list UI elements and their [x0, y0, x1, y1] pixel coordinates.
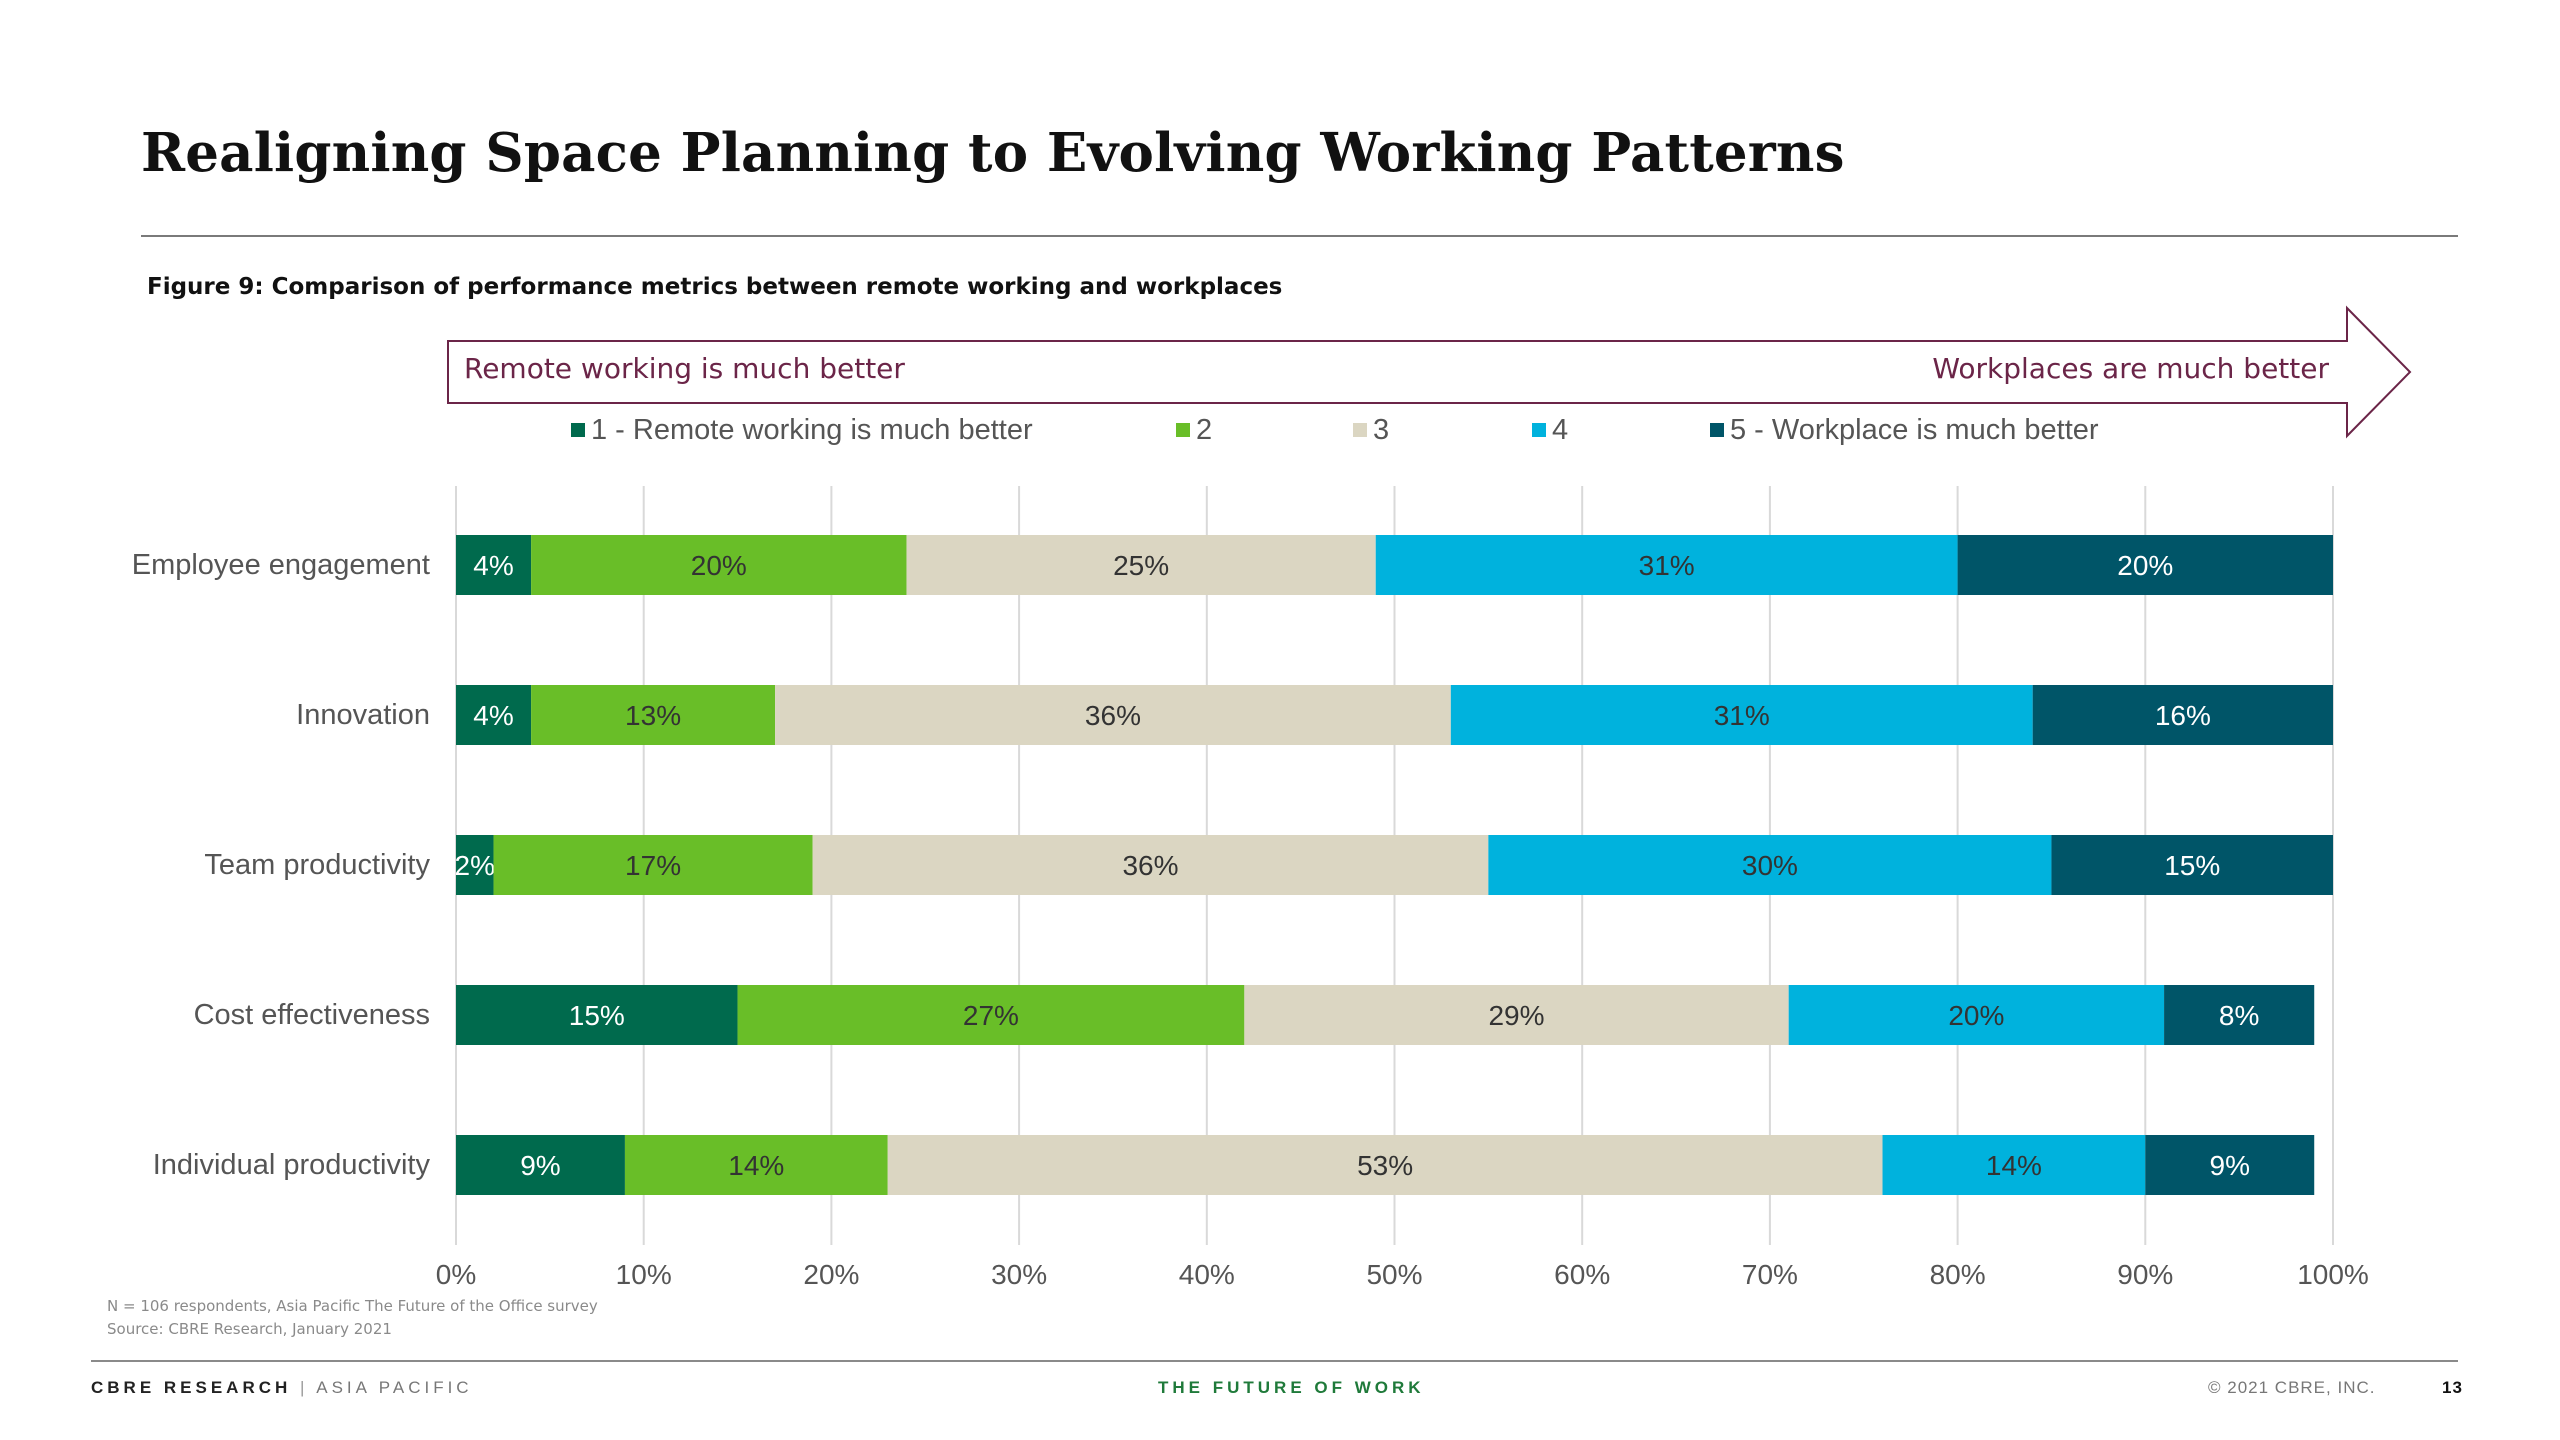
bar-segment	[906, 535, 1376, 595]
data-label: 31%	[1714, 700, 1770, 731]
data-label: 14%	[728, 1150, 784, 1181]
data-label: 36%	[1085, 700, 1141, 731]
data-label: 2%	[455, 850, 495, 881]
data-label: 13%	[625, 700, 681, 731]
respondents-footnote: N = 106 respondents, Asia Pacific The Fu…	[107, 1297, 598, 1315]
x-tick-label: 100%	[2297, 1259, 2369, 1290]
x-tick-label: 30%	[991, 1259, 1047, 1290]
category-label: Individual productivity	[152, 1149, 430, 1181]
page-number: 13	[2442, 1378, 2463, 1397]
bar-segment	[2051, 835, 2333, 895]
source-footnote: Source: CBRE Research, January 2021	[107, 1320, 392, 1338]
data-label: 16%	[2155, 700, 2211, 731]
category-label: Team productivity	[204, 849, 430, 881]
x-tick-label: 60%	[1554, 1259, 1610, 1290]
footer-brand-name: CBRE RESEARCH	[91, 1378, 292, 1397]
legend-item: 3	[1353, 413, 1389, 447]
data-label: 31%	[1639, 550, 1695, 581]
legend-swatch	[1532, 423, 1546, 437]
footer-region: ASIA PACIFIC	[316, 1378, 473, 1397]
footer-brand: CBRE RESEARCH | ASIA PACIFIC	[91, 1377, 473, 1399]
bar-segment	[624, 1135, 888, 1195]
bar-segment	[1882, 1135, 2146, 1195]
bar-segment	[2032, 685, 2333, 745]
footer-copyright: © 2021 CBRE, INC.	[2208, 1378, 2376, 1397]
data-label: 4%	[473, 700, 513, 731]
x-tick-label: 50%	[1366, 1259, 1422, 1290]
bar-segment	[1788, 985, 2165, 1045]
banner-left-text: Remote working is much better	[464, 352, 905, 385]
data-label: 17%	[625, 850, 681, 881]
data-label: 9%	[2210, 1150, 2250, 1181]
bar-segment	[1957, 535, 2333, 595]
legend-item: 4	[1532, 413, 1568, 447]
bar-segment	[887, 1135, 1883, 1195]
legend-swatch	[571, 423, 585, 437]
legend-swatch	[1710, 423, 1724, 437]
x-tick-label: 40%	[1179, 1259, 1235, 1290]
category-label: Employee engagement	[131, 549, 430, 581]
bar-segment	[1450, 685, 2033, 745]
legend-swatch	[1176, 423, 1190, 437]
data-label: 20%	[691, 550, 747, 581]
legend-label: 2	[1196, 414, 1213, 446]
bar-segment	[1488, 835, 2052, 895]
legend-label: 3	[1373, 414, 1390, 446]
figure-caption: Figure 9: Comparison of performance metr…	[147, 274, 1283, 300]
data-label: 20%	[2117, 550, 2173, 581]
legend-label: 5 - Workplace is much better	[1730, 414, 2099, 446]
legend-label: 1 - Remote working is much better	[591, 414, 1033, 446]
scale-arrow-shape	[447, 305, 2412, 439]
banner-right-text: Workplaces are much better	[1932, 352, 2329, 385]
bar-segment	[2145, 1135, 2315, 1195]
data-label: 15%	[2164, 850, 2220, 881]
data-label: 30%	[1742, 850, 1798, 881]
bar-segment	[456, 835, 494, 895]
footer-separator: |	[300, 1378, 309, 1397]
bar-segment	[531, 535, 907, 595]
bar-segment	[737, 985, 1245, 1045]
x-tick-label: 80%	[1930, 1259, 1986, 1290]
x-tick-label: 70%	[1742, 1259, 1798, 1290]
bar-segment	[2164, 985, 2315, 1045]
footer-divider	[91, 1360, 2458, 1362]
bar-segment	[531, 685, 776, 745]
footer-section-title: THE FUTURE OF WORK	[1158, 1378, 1425, 1397]
data-label: 27%	[963, 1000, 1019, 1031]
data-label: 36%	[1122, 850, 1178, 881]
legend-label: 4	[1552, 414, 1569, 446]
bar-segment	[493, 835, 813, 895]
legend-item: 5 - Workplace is much better	[1710, 413, 2099, 447]
bar-segment	[1244, 985, 1789, 1045]
bar-segment	[812, 835, 1489, 895]
bar-segment	[456, 985, 738, 1045]
data-label: 8%	[2219, 1000, 2259, 1031]
legend-item: 2	[1176, 413, 1212, 447]
data-label: 4%	[473, 550, 513, 581]
x-tick-label: 20%	[803, 1259, 859, 1290]
bar-segment	[456, 685, 532, 745]
title-divider	[141, 235, 2458, 237]
category-label: Innovation	[296, 699, 430, 731]
data-label: 15%	[569, 1000, 625, 1031]
data-label: 9%	[520, 1150, 560, 1181]
bar-segment	[456, 535, 532, 595]
bar-segment	[456, 1135, 625, 1195]
x-tick-label: 90%	[2117, 1259, 2173, 1290]
page-title: Realigning Space Planning to Evolving Wo…	[141, 122, 1845, 184]
data-label: 20%	[1948, 1000, 2004, 1031]
category-label: Cost effectiveness	[193, 999, 430, 1031]
data-label: 14%	[1986, 1150, 2042, 1181]
data-label: 29%	[1488, 1000, 1544, 1031]
x-tick-label: 0%	[436, 1259, 476, 1290]
bar-segment	[1375, 535, 1958, 595]
x-tick-label: 10%	[616, 1259, 672, 1290]
data-label: 25%	[1113, 550, 1169, 581]
bar-segment	[775, 685, 1451, 745]
legend-swatch	[1353, 423, 1367, 437]
legend-item: 1 - Remote working is much better	[571, 413, 1033, 447]
data-label: 53%	[1357, 1150, 1413, 1181]
